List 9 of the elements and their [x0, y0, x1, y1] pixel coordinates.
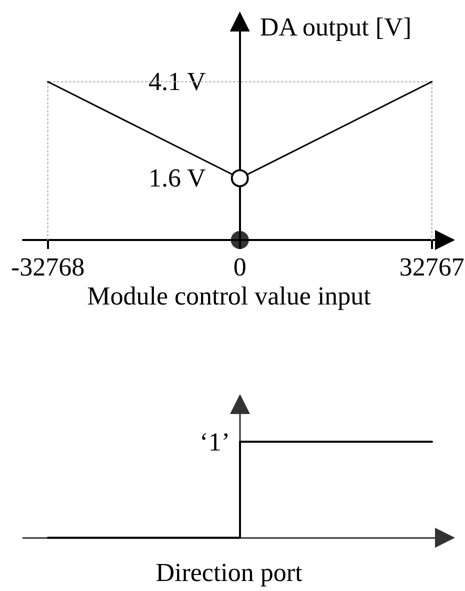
x-axis-title: Module control value input — [87, 282, 372, 310]
y-axis-title: DA output [V] — [260, 12, 412, 42]
x-tick-label: 32767 — [399, 252, 464, 282]
x-tick-label: -32768 — [10, 252, 85, 282]
y-tick-label: 4.1 V — [148, 67, 206, 96]
annotation: ‘1’ — [200, 427, 230, 456]
x-tick-label: 0 — [233, 252, 246, 282]
y-tick-label: 1.6 V — [148, 164, 206, 193]
x-axis-title: Direction port — [156, 558, 304, 588]
